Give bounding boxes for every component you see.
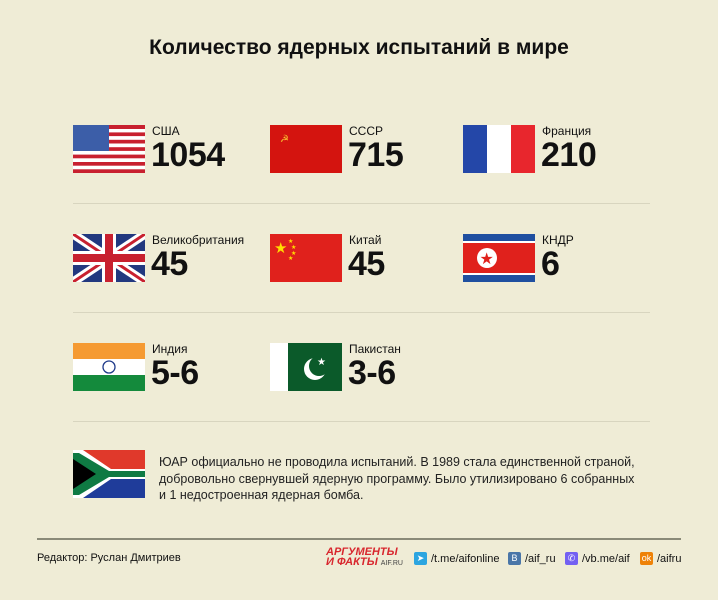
france-flag-icon — [463, 125, 535, 173]
country-france: Франция 210 — [463, 124, 653, 175]
ussr-flag-icon: ☭ — [270, 125, 342, 173]
divider — [73, 312, 650, 313]
country-name: США — [152, 124, 180, 138]
divider — [73, 421, 650, 422]
logo-line2: И ФАКТЫ — [326, 556, 378, 568]
country-usa: США 1054 — [73, 124, 263, 175]
svg-text:★: ★ — [480, 251, 494, 268]
china-flag-icon: ★ ★★★★ — [270, 234, 342, 282]
country-ussr: ☭ СССР 715 — [270, 124, 460, 175]
country-uk: Великобритания 45 — [73, 233, 263, 284]
country-india: Индия 5-6 — [73, 342, 263, 393]
test-count: 715 — [348, 136, 404, 174]
editor-credit: Редактор: Руслан Дмитриев — [37, 552, 181, 564]
link-label: /aif_ru — [525, 552, 556, 565]
telegram-icon: ➤ — [414, 552, 427, 565]
odnoklassniki-link[interactable]: ok/aifru — [640, 552, 681, 565]
footer-divider — [37, 538, 681, 540]
svg-text:★: ★ — [288, 238, 293, 245]
odnoklassniki-icon: ok — [640, 552, 653, 565]
viber-link[interactable]: ✆ /vb.me/aif — [565, 552, 630, 565]
country-china: ★ ★ ★ ★ ★ Китай 45 — [270, 233, 460, 284]
dprk-flag-icon: ★ — [463, 234, 535, 282]
usa-flag-icon — [73, 125, 145, 173]
divider — [73, 203, 650, 204]
uk-flag-icon — [73, 234, 145, 282]
aif-logo: АРГУМЕНТЫ И ФАКТЫ AIF.RU — [326, 547, 403, 569]
country-dprk: ★ КНДР 6 — [463, 233, 653, 284]
test-count: 3-6 — [348, 354, 396, 392]
test-count: 45 — [151, 245, 188, 283]
country-name: Франция — [542, 124, 592, 138]
page-title: Количество ядерных испытаний в мире — [149, 36, 569, 59]
test-count: 210 — [541, 136, 597, 174]
country-name: Индия — [152, 342, 188, 356]
telegram-link[interactable]: ➤ /t.me/aifonline — [414, 552, 499, 565]
vk-icon: B — [508, 552, 521, 565]
link-label: /aifru — [657, 552, 682, 565]
logo-line1: АРГУМЕНТЫ — [326, 546, 398, 558]
country-name: Великобритания — [152, 233, 245, 247]
logo-site: AIF.RU — [380, 560, 403, 567]
pakistan-flag-icon: ★ — [270, 343, 342, 391]
vk-link[interactable]: B/aif_ru — [508, 552, 556, 565]
svg-text:★: ★ — [291, 250, 296, 257]
country-name: Китай — [349, 233, 382, 247]
svg-text:★: ★ — [317, 357, 326, 368]
india-flag-icon — [73, 343, 145, 391]
test-count: 5-6 — [151, 354, 199, 392]
test-count: 6 — [541, 245, 560, 283]
country-pakistan: ★ Пакистан 3-6 — [270, 342, 460, 393]
svg-text:★: ★ — [291, 244, 296, 251]
svg-text:☭: ☭ — [280, 134, 289, 145]
test-count: 45 — [348, 245, 385, 283]
south-africa-flag-icon — [73, 450, 145, 498]
link-label: /t.me/aifonline — [431, 552, 500, 565]
test-count: 1054 — [151, 136, 225, 174]
svg-text:★: ★ — [288, 255, 293, 262]
link-label: /vb.me/aif — [582, 552, 630, 565]
viber-icon: ✆ — [565, 552, 578, 565]
country-name: Пакистан — [349, 342, 401, 356]
svg-text:★: ★ — [274, 240, 287, 257]
country-name: СССР — [349, 124, 384, 138]
note-text: ЮАР официально не проводила испытаний. В… — [159, 455, 635, 502]
country-name: КНДР — [542, 233, 574, 247]
